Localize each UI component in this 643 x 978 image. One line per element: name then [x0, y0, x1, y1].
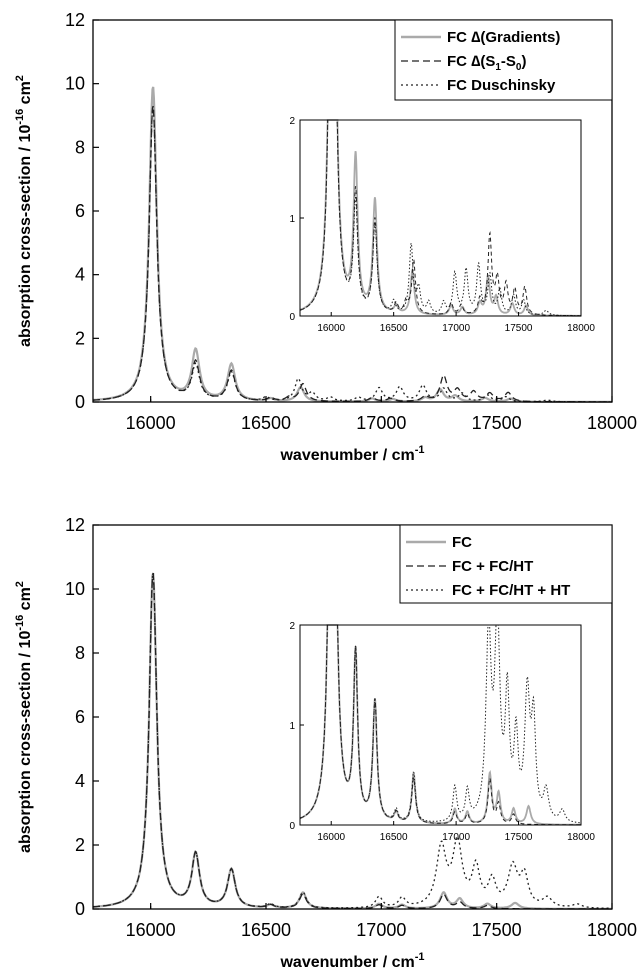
- legend-label-part: -S: [501, 53, 516, 70]
- inset-series-line-1: [299, 624, 581, 826]
- x-axis-label-text: wavenumber / cm: [279, 954, 414, 971]
- y-axis-label-text: absorption cross-section / 10: [17, 631, 34, 853]
- x-tick-label: 16000: [126, 920, 176, 940]
- inset: 16000 16500 17000 17500 18000 0 1 2: [289, 621, 595, 843]
- inset-x-tick-label: 17000: [442, 832, 470, 843]
- legend-label-1: FC ∆(S1-S0): [447, 53, 526, 73]
- legend: FC ∆(Gradients) FC ∆(S1-S0) FC Duschinsky: [394, 19, 613, 101]
- legend: FC FC + FC/HT FC + FC/HT + HT: [399, 524, 613, 604]
- legend-label-0: FC: [452, 534, 472, 551]
- inset-y-tick-label: 2: [289, 621, 295, 632]
- inset-background: [300, 120, 581, 316]
- y-tick-label: 12: [65, 10, 85, 30]
- legend-label-0: FC ∆(Gradients): [447, 29, 560, 46]
- legend-label-1: FC + FC/HT: [452, 558, 533, 575]
- inset-series-line-2: [299, 119, 581, 317]
- y-tick-label: 4: [75, 771, 85, 791]
- inset-background: [300, 625, 581, 825]
- legend-label-part: FC ∆(S: [447, 53, 495, 70]
- y-tick-label: 12: [65, 515, 85, 535]
- y-tick-label: 2: [75, 835, 85, 855]
- inset-y-tick-label: 1: [289, 214, 295, 225]
- x-tick-label: 16500: [241, 920, 291, 940]
- x-axis-label-sup: -1: [415, 444, 425, 456]
- legend-label-2: FC + FC/HT + HT: [452, 582, 570, 599]
- inset-y-tick-label: 0: [289, 821, 295, 832]
- inset-x-tick-label: 17500: [505, 323, 533, 334]
- x-tick-label: 17000: [356, 413, 406, 433]
- inset-y-tick-label: 1: [289, 721, 295, 732]
- y-axis-label-sup: -16: [14, 615, 26, 631]
- x-axis-label-text: wavenumber / cm: [279, 447, 414, 464]
- chart-panel-top: 16000 16500 17000 17500 18000024681012wavenu…: [14, 10, 637, 464]
- y-tick-label: 2: [75, 328, 85, 348]
- y-tick-label: 10: [65, 579, 85, 599]
- x-tick-label: 18000: [587, 413, 637, 433]
- y-tick-label: 8: [75, 137, 85, 157]
- inset-x-tick-label: 18000: [567, 323, 595, 334]
- inset-y-tick-label: 0: [289, 312, 295, 323]
- x-tick-label: 16500: [241, 413, 291, 433]
- inset-x-tick-label: 17000: [442, 323, 470, 334]
- inset-x-tick-label: 18000: [567, 832, 595, 843]
- x-tick-label: 17000: [356, 920, 406, 940]
- legend-box: [394, 19, 613, 101]
- y-axis-label-text: absorption cross-section / 10: [17, 125, 34, 347]
- inset-series-line-2: [299, 624, 581, 824]
- y-axis-label-unit-sup: 2: [14, 75, 26, 81]
- x-axis-label-sup: -1: [415, 951, 425, 963]
- chart-panel-bottom: 16000 16500 17000 17500 18000024681012wavenu…: [14, 515, 637, 971]
- inset-x-tick-label: 17500: [505, 832, 533, 843]
- inset-series-line-1: [299, 119, 581, 317]
- x-axis-label: wavenumber / cm-1: [279, 444, 424, 464]
- y-axis-label-unit-sup: 2: [14, 581, 26, 587]
- x-tick-label: 17500: [472, 413, 522, 433]
- series-line-2: [93, 572, 612, 909]
- inset-x-tick-label: 16500: [380, 323, 408, 334]
- y-tick-label: 8: [75, 643, 85, 663]
- y-tick-label: 6: [75, 201, 85, 221]
- y-tick-label: 0: [75, 392, 85, 412]
- inset-y-tick-label: 2: [289, 116, 295, 127]
- y-tick-label: 0: [75, 899, 85, 919]
- x-tick-label: 18000: [587, 920, 637, 940]
- y-axis-label-unit: cm: [17, 81, 34, 109]
- y-tick-label: 6: [75, 707, 85, 727]
- y-axis-label: absorption cross-section / 10-16 cm2: [14, 75, 34, 347]
- y-axis-label-sup: -16: [14, 109, 26, 125]
- legend-label-sub: 1: [495, 62, 501, 73]
- y-axis-label-unit: cm: [17, 587, 34, 615]
- y-tick-label: 10: [65, 74, 85, 94]
- legend-label-sub: 0: [516, 62, 522, 73]
- inset-x-tick-label: 16000: [317, 832, 345, 843]
- legend-label-2: FC Duschinsky: [447, 77, 556, 94]
- y-tick-label: 4: [75, 265, 85, 285]
- x-axis-label: wavenumber / cm-1: [279, 951, 424, 971]
- x-tick-label: 17500: [472, 920, 522, 940]
- legend-label-part: ): [521, 53, 526, 70]
- inset-x-tick-label: 16500: [380, 832, 408, 843]
- inset: 16000 16500 17000 17500 18000 0 1 2: [289, 116, 595, 334]
- legend-box: [399, 524, 613, 604]
- y-axis-label: absorption cross-section / 10-16 cm2: [14, 581, 34, 853]
- x-tick-label: 16000: [126, 413, 176, 433]
- inset-x-tick-label: 16000: [317, 323, 345, 334]
